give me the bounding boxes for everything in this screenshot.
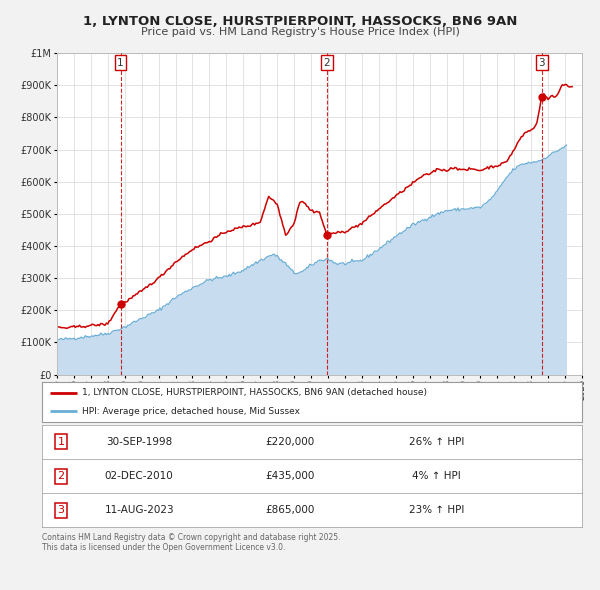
Text: HPI: Average price, detached house, Mid Sussex: HPI: Average price, detached house, Mid …: [83, 407, 301, 415]
Text: 1: 1: [58, 437, 64, 447]
Text: 4% ↑ HPI: 4% ↑ HPI: [412, 471, 461, 481]
Text: 1, LYNTON CLOSE, HURSTPIERPOINT, HASSOCKS, BN6 9AN: 1, LYNTON CLOSE, HURSTPIERPOINT, HASSOCK…: [83, 15, 517, 28]
Text: 2: 2: [58, 471, 64, 481]
Text: 1, LYNTON CLOSE, HURSTPIERPOINT, HASSOCKS, BN6 9AN (detached house): 1, LYNTON CLOSE, HURSTPIERPOINT, HASSOCK…: [83, 388, 427, 397]
Text: 2: 2: [323, 58, 330, 68]
Text: Contains HM Land Registry data © Crown copyright and database right 2025.
This d: Contains HM Land Registry data © Crown c…: [42, 533, 341, 552]
Text: Price paid vs. HM Land Registry's House Price Index (HPI): Price paid vs. HM Land Registry's House …: [140, 27, 460, 37]
Text: 1: 1: [117, 58, 124, 68]
Text: 30-SEP-1998: 30-SEP-1998: [106, 437, 172, 447]
Text: 23% ↑ HPI: 23% ↑ HPI: [409, 506, 464, 515]
Text: 3: 3: [538, 58, 545, 68]
Text: £435,000: £435,000: [266, 471, 315, 481]
Text: 3: 3: [58, 506, 64, 515]
Text: £220,000: £220,000: [266, 437, 315, 447]
Text: 02-DEC-2010: 02-DEC-2010: [105, 471, 173, 481]
Text: 11-AUG-2023: 11-AUG-2023: [104, 506, 174, 515]
Text: 26% ↑ HPI: 26% ↑ HPI: [409, 437, 464, 447]
Text: £865,000: £865,000: [266, 506, 315, 515]
